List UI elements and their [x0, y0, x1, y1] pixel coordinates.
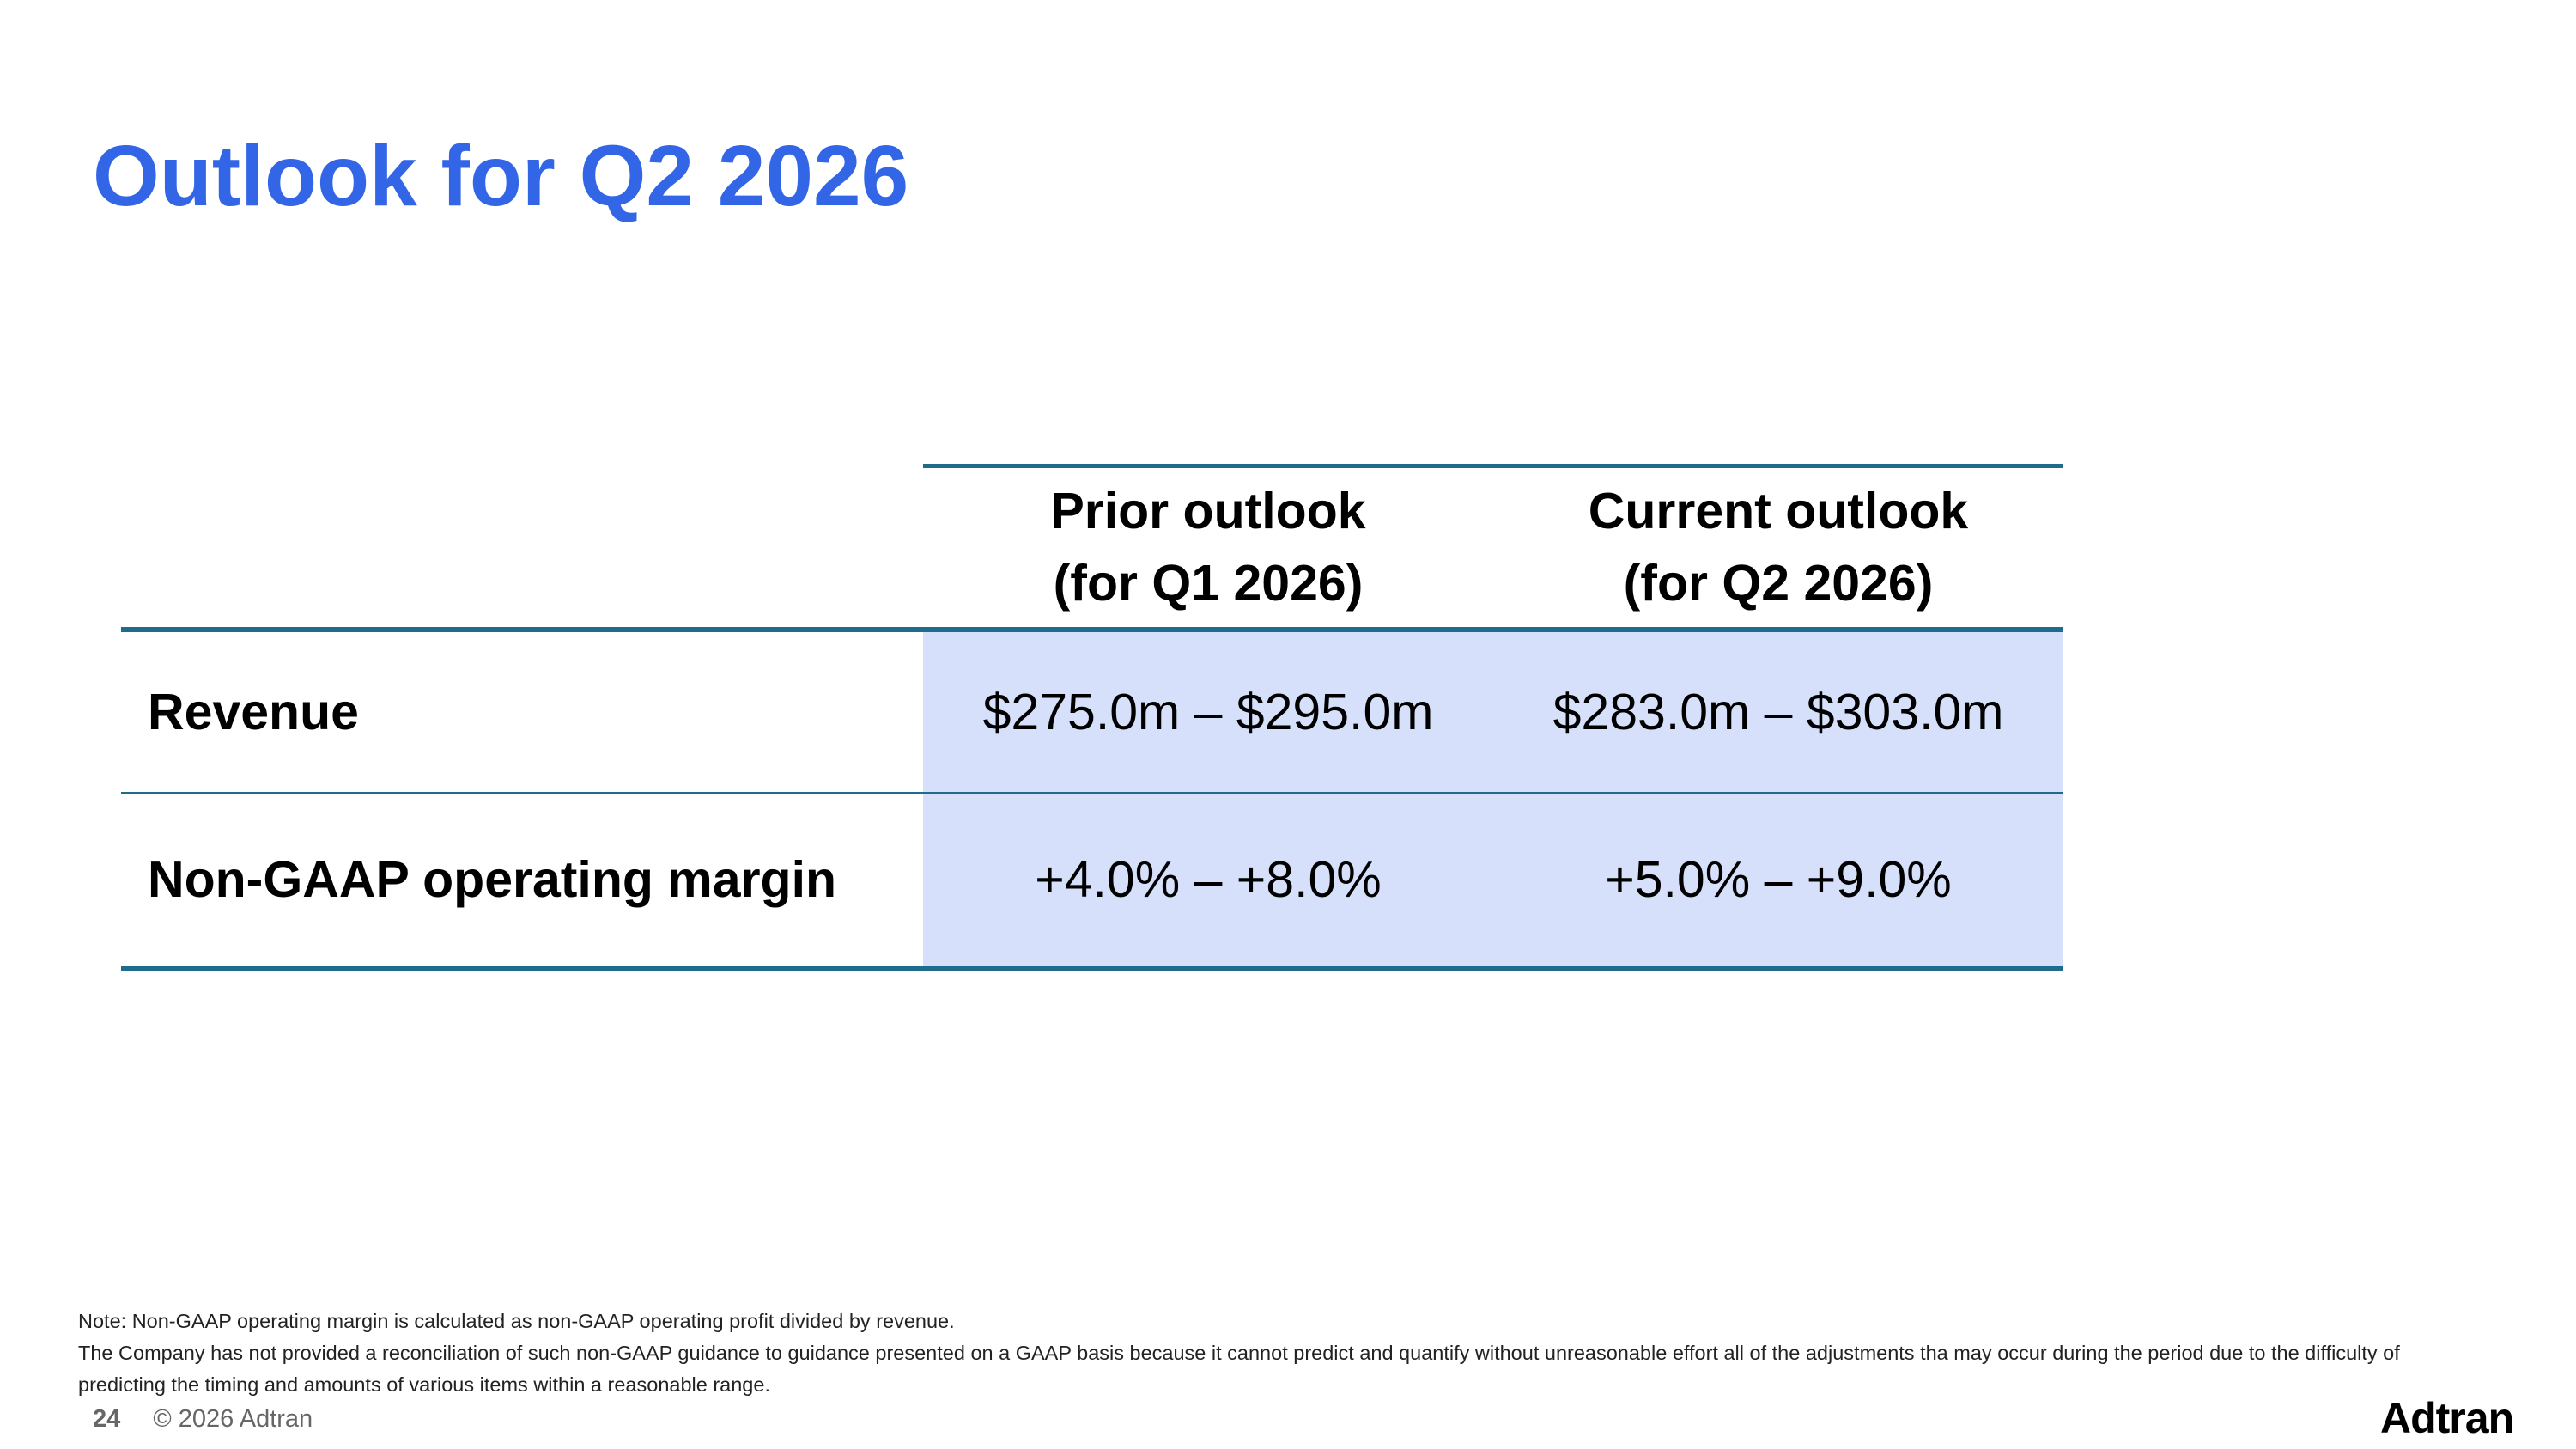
row-label-revenue: Revenue — [121, 626, 923, 793]
row-label-operating-margin: Non-GAAP operating margin — [121, 791, 923, 971]
operating-margin-current-value: +5.0% – +9.0% — [1493, 791, 2063, 971]
revenue-prior-value: $275.0m – $295.0m — [923, 626, 1493, 793]
adtran-logo: Adtran — [2380, 1394, 2514, 1442]
table-header-row: Prior outlook (for Q1 2026) Current outl… — [121, 464, 2063, 630]
operating-margin-prior-value: +4.0% – +8.0% — [923, 791, 1493, 971]
copyright-text: © 2026 Adtran — [153, 1405, 313, 1433]
header-current-line1: Current outlook — [1588, 483, 1969, 540]
page-title: Outlook for Q2 2026 — [93, 128, 909, 224]
header-blank-cell — [121, 466, 923, 630]
footnote-line-2: The Company has not provided a reconcili… — [78, 1342, 2400, 1396]
revenue-current-value: $283.0m – $303.0m — [1493, 626, 2063, 793]
outlook-table-container: Prior outlook (for Q1 2026) Current outl… — [121, 464, 2063, 971]
page-number: 24 — [93, 1405, 121, 1433]
footnote-line-1: Note: Non-GAAP operating margin is calcu… — [78, 1310, 955, 1332]
outlook-table: Prior outlook (for Q1 2026) Current outl… — [121, 464, 2063, 971]
header-current-outlook: Current outlook (for Q2 2026) — [1493, 464, 2063, 630]
page-footer: 24 © 2026 Adtran — [93, 1405, 313, 1434]
table-row-revenue: Revenue $275.0m – $295.0m $283.0m – $303… — [121, 626, 2063, 793]
header-current-line2: (for Q2 2026) — [1623, 555, 1934, 612]
footnote: Note: Non-GAAP operating margin is calcu… — [78, 1306, 2414, 1401]
header-prior-line2: (for Q1 2026) — [1053, 555, 1364, 612]
table-row-operating-margin: Non-GAAP operating margin +4.0% – +8.0% … — [121, 791, 2063, 971]
header-prior-outlook: Prior outlook (for Q1 2026) — [923, 464, 1493, 630]
header-prior-line1: Prior outlook — [1050, 483, 1366, 540]
